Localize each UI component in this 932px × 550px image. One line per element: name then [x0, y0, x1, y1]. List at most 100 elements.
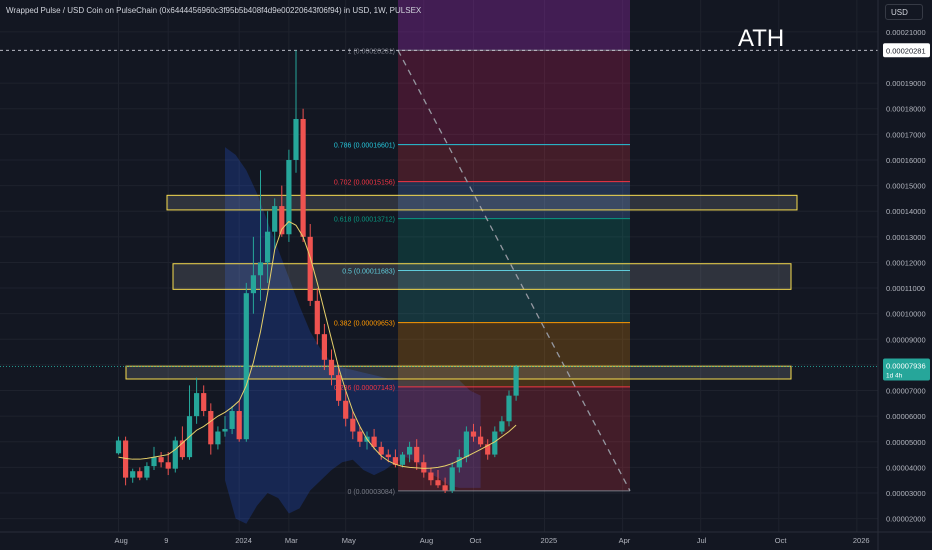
time-axis-tick-label: 2024 [235, 536, 252, 545]
candle-body [399, 454, 406, 465]
price-axis-tick-label: 0.00003000 [886, 489, 926, 498]
candle-body [470, 431, 477, 437]
last-price-box [883, 358, 930, 381]
time-axis-tick-label: Aug [420, 536, 433, 545]
candle-body [130, 471, 136, 478]
candle-body [208, 411, 214, 445]
price-axis-tick-label: 0.00004000 [886, 463, 926, 472]
time-axis-tick-label: Mar [285, 536, 298, 545]
fib-zone [398, 181, 630, 219]
candle-body [115, 440, 122, 454]
ath-annotation: ATH [738, 25, 785, 52]
candle-body [272, 206, 278, 232]
fib-zone-top [398, 0, 630, 51]
candle-body [385, 454, 391, 458]
candle-body [151, 457, 157, 467]
price-axis-tick-label: 0.00009000 [886, 335, 926, 344]
fib-level-label: 0.702 (0.00015156) [334, 180, 395, 187]
price-axis-tick-label: 0.00015000 [886, 182, 926, 191]
price-axis-tick-label: 0.00005000 [886, 438, 926, 447]
candle-body [265, 231, 271, 263]
candle-body [336, 375, 342, 401]
candle-body [328, 359, 335, 376]
price-axis-tick-label: 0.00021000 [886, 28, 926, 37]
price-axis-tick-label: 0.00002000 [886, 515, 926, 524]
candle-body [250, 275, 256, 294]
fib-level-label: 0.618 (0.00013712) [334, 217, 395, 224]
price-axis-tick-label: 0.00016000 [886, 156, 926, 165]
fib-zone [398, 218, 630, 271]
candle-body [279, 206, 285, 235]
candle-body [485, 444, 491, 455]
fib-zone [398, 386, 630, 491]
moving-average-line [118, 220, 517, 469]
fib-level-label: 0.382 (0.00009653) [334, 321, 395, 328]
candle-body [172, 440, 178, 469]
last-price-label: 0.00007936 [886, 362, 926, 371]
time-axis-tick-label: 9 [164, 536, 168, 545]
candle-body [435, 480, 441, 486]
candle-body [222, 428, 228, 432]
chart-title: Wrapped Pulse / USD Coin on PulseChain (… [6, 6, 422, 15]
ath-price-box [883, 43, 930, 58]
price-axis-tick-label: 0.00013000 [886, 233, 926, 242]
candle-body [392, 457, 398, 465]
candle-body [414, 446, 420, 463]
currency-selector[interactable]: USD [885, 4, 923, 20]
candle-body [371, 436, 377, 447]
price-axis-tick-label: 0.00019000 [886, 79, 926, 88]
candle-body [194, 393, 200, 417]
time-axis-tick-label: Aug [115, 536, 128, 545]
candle-body [314, 300, 320, 335]
candle-body [513, 366, 519, 396]
volatility-band [225, 147, 481, 524]
candle-body [293, 118, 299, 160]
price-axis-tick-label: 0.00007000 [886, 387, 926, 396]
candle-body [478, 436, 484, 445]
candle-body [506, 395, 512, 422]
time-axis-tick-label: Jul [697, 536, 707, 545]
support-resistance-zone [125, 365, 792, 380]
price-axis [878, 0, 932, 550]
fib-zone [398, 144, 630, 182]
fib-zone [398, 50, 630, 145]
time-axis-tick-label: May [342, 536, 356, 545]
price-axis-tick-label: 0.00014000 [886, 207, 926, 216]
candle-body [321, 334, 327, 360]
fib-level-label: 1 (0.00020281) [348, 48, 395, 55]
price-axis-tick-label: 0.00011000 [886, 284, 925, 293]
support-resistance-zone [166, 194, 798, 211]
candle-body [257, 262, 264, 276]
candle-body [165, 462, 171, 469]
price-axis-tick-label: 0.00017000 [886, 130, 926, 139]
fib-level-label: 0.5 (0.00011683) [342, 269, 395, 276]
fib-level-label: 0.786 (0.00016601) [334, 143, 395, 150]
candle-body [499, 421, 505, 432]
candle-body [456, 457, 462, 468]
candle-body [378, 446, 384, 455]
candle-body [307, 236, 313, 301]
candle-body [243, 293, 249, 440]
support-resistance-zone [172, 263, 792, 290]
candle-body [229, 411, 235, 429]
candle-body [492, 431, 498, 455]
candle-body [137, 471, 143, 478]
fib-level-label: 0.236 (0.00007143) [334, 385, 395, 392]
candle-body [179, 440, 185, 458]
candle-body [350, 418, 356, 432]
candle-body [442, 485, 448, 491]
candle-body [144, 466, 150, 478]
price-axis-tick-label: 0.00012000 [886, 258, 926, 267]
time-axis-tick-label: Apr [619, 536, 631, 545]
price-axis-tick-label: 0.00010000 [886, 310, 926, 319]
candle-body [407, 446, 413, 455]
time-axis-tick-label: 2026 [853, 536, 870, 545]
price-axis-tick-label: 0.00006000 [886, 412, 926, 421]
price-axis-tick-label: 0.00018000 [886, 105, 926, 114]
candle-body [215, 431, 221, 445]
candle-body [286, 159, 292, 235]
candle-body [357, 431, 363, 442]
fib-zone [398, 270, 630, 323]
